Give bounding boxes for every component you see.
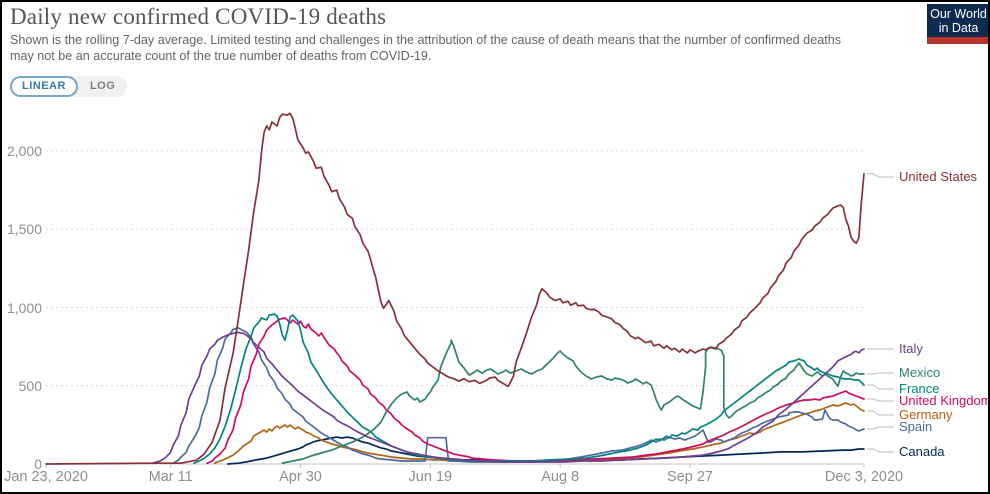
leader-line-united-kingdom (867, 398, 894, 402)
y-tick-label: 0 (34, 456, 42, 472)
x-tick-label: Mar 11 (148, 469, 193, 485)
owid-logo-line2: in Data (938, 21, 979, 35)
legend-label-canada[interactable]: Canada (899, 444, 945, 459)
leader-line-canada (867, 448, 894, 453)
logo-red-bar (927, 37, 988, 44)
y-tick-label: 500 (18, 377, 42, 394)
series-line-united-kingdom[interactable] (206, 317, 865, 465)
legend-label-mexico[interactable]: Mexico (899, 365, 941, 380)
legend-label-germany[interactable]: Germany (899, 407, 953, 422)
series-line-mexico[interactable] (281, 339, 865, 465)
x-tick-label: Sep 27 (667, 469, 713, 485)
legend-label-united-kingdom[interactable]: United Kingdom (899, 393, 990, 408)
y-tick-label: 1,500 (6, 221, 42, 238)
axis-ticks (45, 464, 865, 468)
gridlines (46, 150, 864, 465)
leader-line-germany (867, 410, 894, 416)
page-title: Daily new confirmed COVID-19 deaths (10, 4, 387, 29)
x-tick-label: Jan 23, 2020 (4, 469, 88, 485)
legend-label-united-states[interactable]: United States (899, 169, 978, 184)
legend-label-italy[interactable]: Italy (899, 341, 923, 356)
leader-line-mexico (867, 372, 894, 375)
series-line-germany[interactable] (213, 402, 865, 465)
x-tick-label: Dec 3, 2020 (824, 469, 904, 485)
series-lines (45, 112, 865, 465)
scale-toggle: LINEAR LOG (10, 76, 128, 97)
series-line-france[interactable] (193, 313, 865, 465)
y-tick-label: 1,000 (6, 299, 42, 316)
linear-button[interactable]: LINEAR (10, 76, 78, 97)
x-tick-label: Aug 8 (541, 469, 580, 485)
leader-line-united-states (867, 173, 894, 178)
leader-line-france (867, 384, 894, 390)
series-line-united-states[interactable] (45, 112, 865, 465)
series-line-italy[interactable] (151, 331, 865, 465)
legend-label-france[interactable]: France (899, 381, 940, 396)
x-tick-label: Apr 30 (279, 469, 322, 485)
legend-label-spain[interactable]: Spain (899, 419, 933, 434)
owid-logo-line1: Our World (930, 7, 987, 21)
y-tick-label: 2,000 (6, 143, 42, 159)
x-tick-label: Jun 19 (408, 469, 453, 485)
legend-leader-lines (867, 173, 894, 453)
series-line-canada[interactable] (226, 436, 865, 465)
chart-subtitle: Shown is the rolling 7-day average. Limi… (10, 33, 841, 63)
owid-logo: Our World in Data (927, 4, 988, 44)
log-button[interactable]: LOG (78, 78, 127, 95)
leader-line-spain (867, 426, 894, 430)
